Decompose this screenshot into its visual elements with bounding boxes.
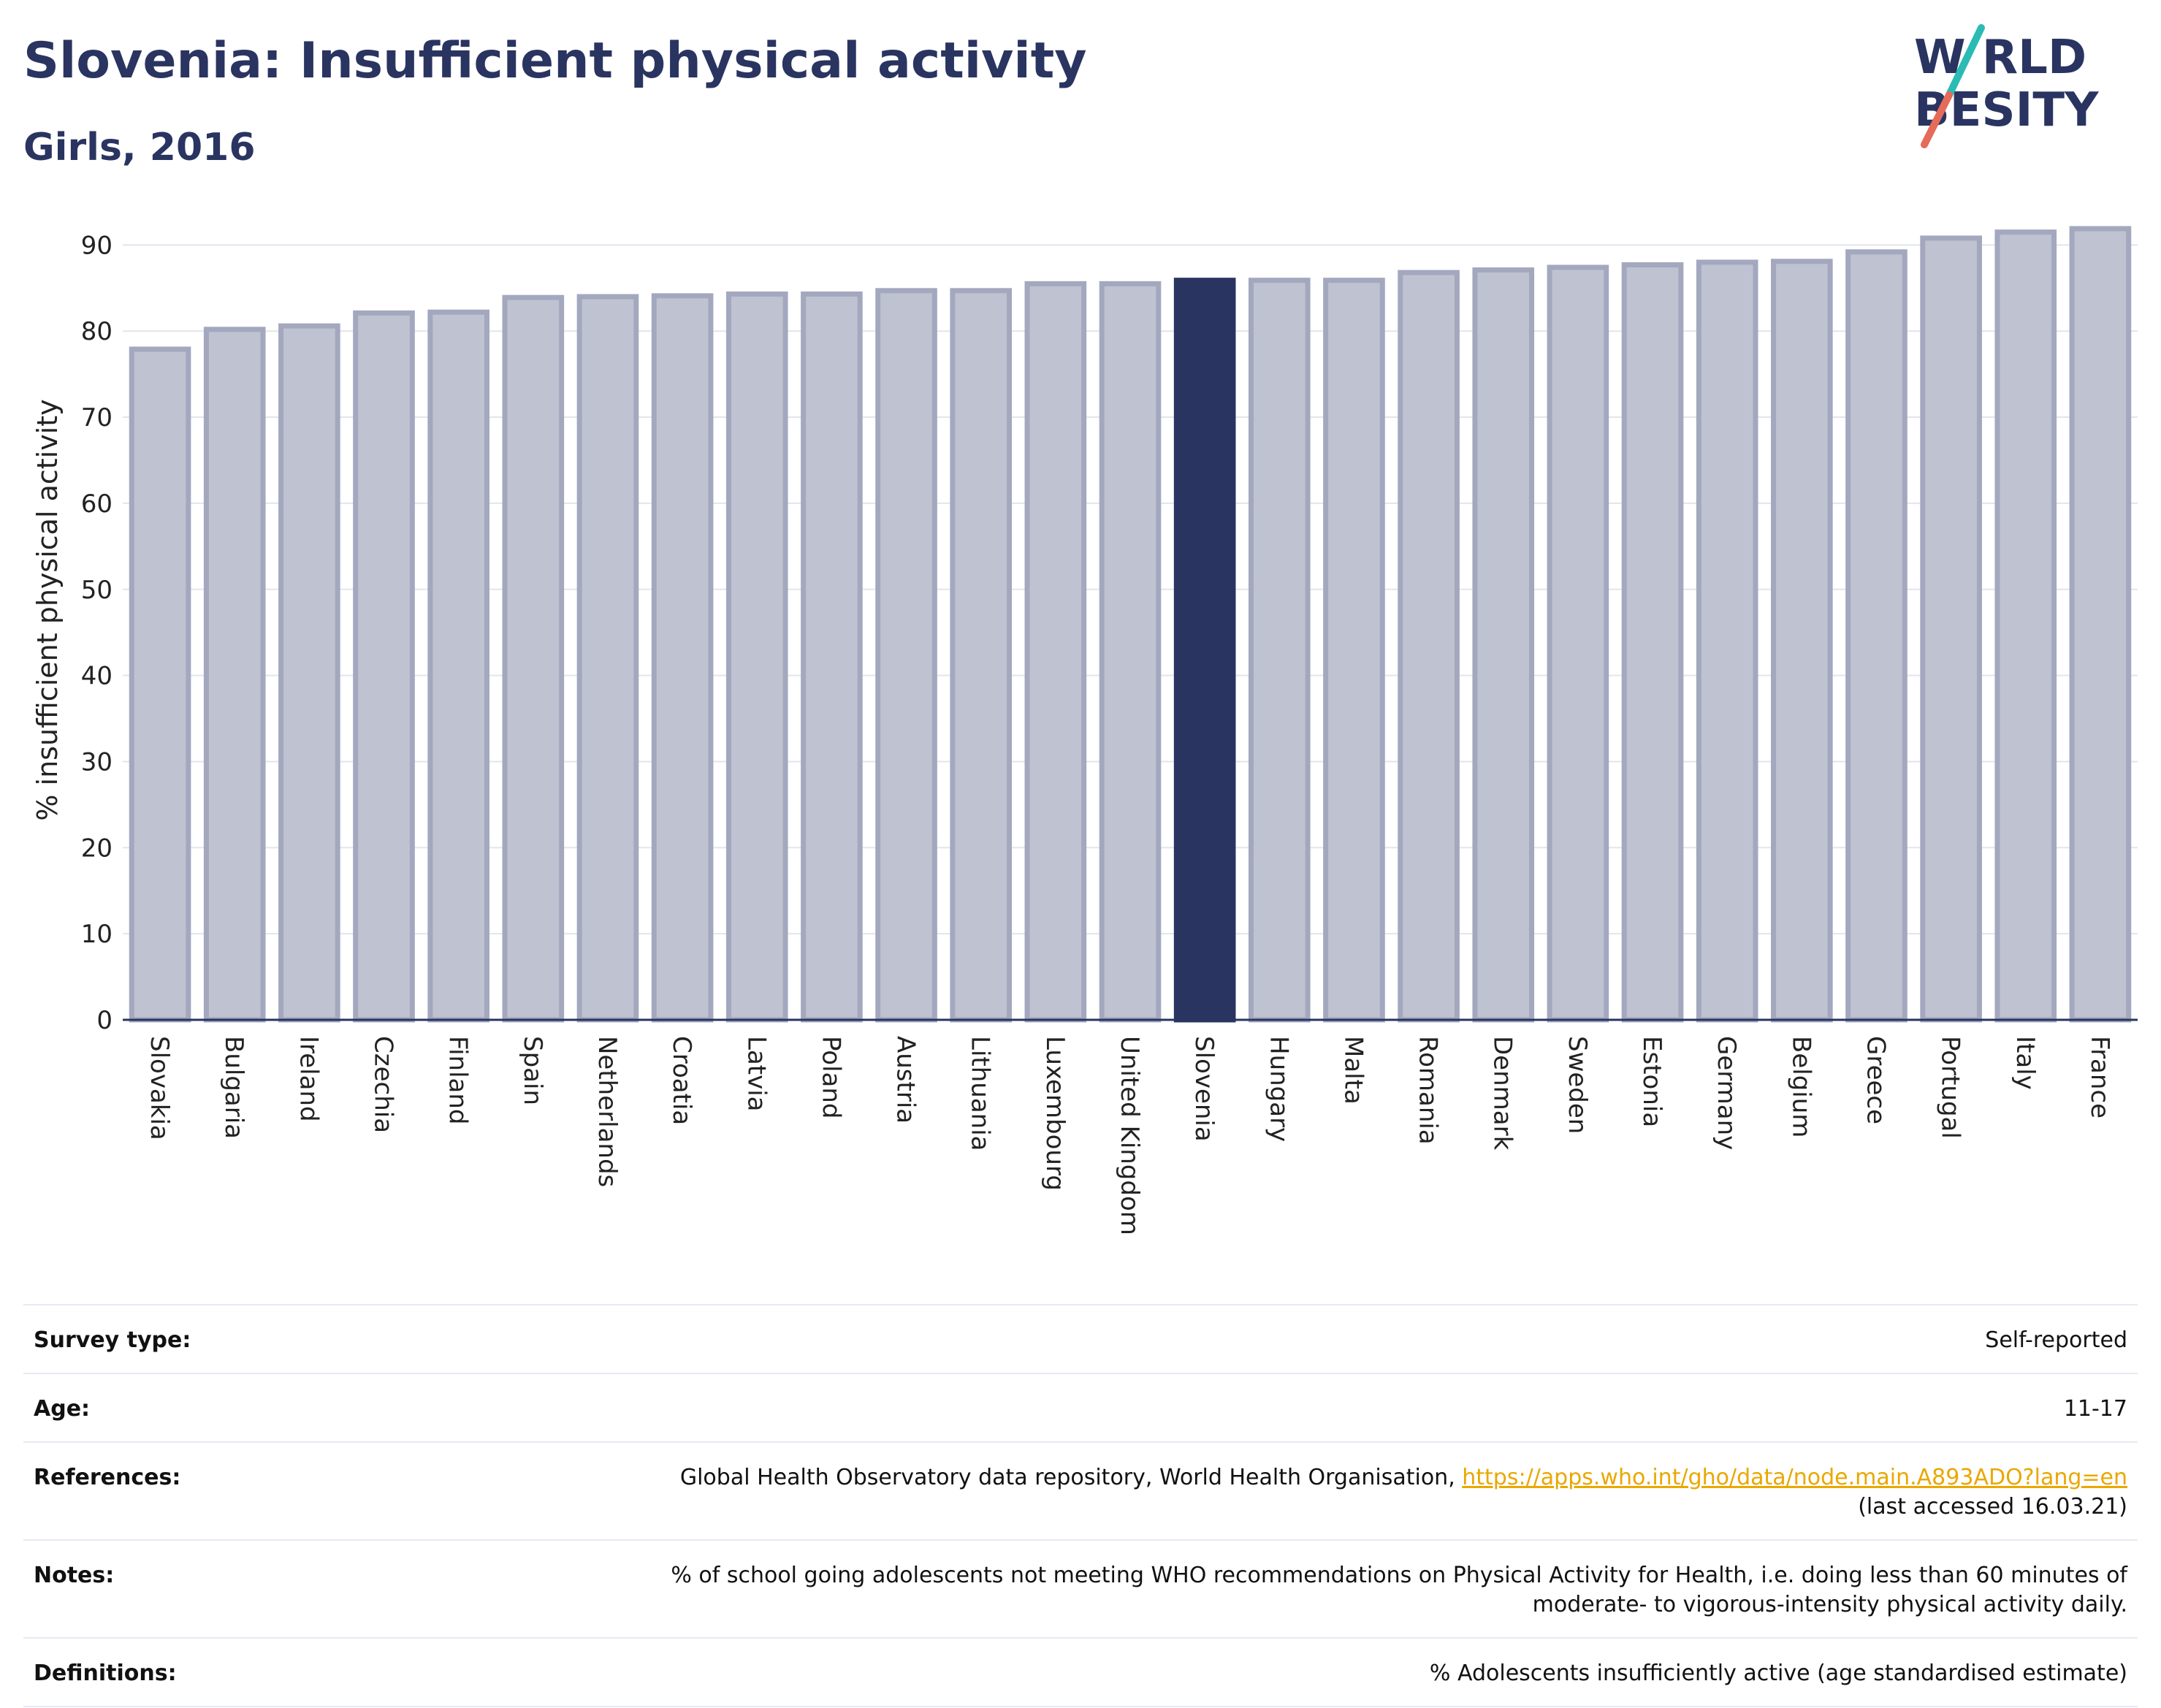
x-tick-label-portugal: Portugal xyxy=(1936,1036,1965,1139)
y-axis-title: % insufficient physical activity xyxy=(31,399,64,820)
bar-united-kingdom xyxy=(1099,281,1162,1023)
x-tick-label-spain: Spain xyxy=(518,1036,547,1105)
y-tick-label-40: 40 xyxy=(81,662,113,691)
x-tick-label-finland: Finland xyxy=(443,1036,473,1125)
x-tick-label-greece: Greece xyxy=(1861,1036,1890,1124)
bars xyxy=(129,226,2132,1023)
bar-greece xyxy=(1845,249,1907,1023)
y-tick-label-90: 90 xyxy=(81,231,113,260)
bar-czechia xyxy=(353,310,415,1023)
bar-latvia xyxy=(725,291,788,1023)
bar-portugal xyxy=(1920,235,1982,1023)
bar-denmark xyxy=(1472,267,1535,1023)
x-tick-label-poland: Poland xyxy=(816,1036,845,1119)
y-tick-label-60: 60 xyxy=(81,489,113,519)
x-tick-label-germany: Germany xyxy=(1712,1036,1741,1150)
references-link[interactable]: https://apps.who.int/gho/data/node.main.… xyxy=(1462,1465,2127,1490)
survey-type-label: Survey type: xyxy=(34,1327,191,1353)
bar-bulgaria xyxy=(203,327,266,1023)
bar-italy xyxy=(1994,229,2057,1023)
bar-spain xyxy=(502,294,565,1023)
references-label: References: xyxy=(34,1465,181,1490)
x-tick-label-lithuania: Lithuania xyxy=(966,1036,995,1151)
bar-france xyxy=(2069,226,2132,1023)
definitions-label: Definitions: xyxy=(34,1661,177,1686)
bar-finland xyxy=(427,309,489,1023)
bar-chart: 0 10 20 30 40 50 60 70 80 90 Slovakia Bulgaria Irela… xyxy=(31,226,2138,1235)
x-tick-label-denmark: Denmark xyxy=(1488,1036,1517,1151)
bar-hungary xyxy=(1248,278,1311,1023)
bar-croatia xyxy=(651,293,714,1023)
references-accessed: (last accessed 16.03.21) xyxy=(1858,1494,2127,1520)
world-obesity-logo: W RLD BESITY xyxy=(1914,24,2099,148)
bar-sweden xyxy=(1547,264,1609,1023)
notes-line-1: % of school going adolescents not meetin… xyxy=(671,1563,2127,1588)
x-tick-label-slovakia: Slovakia xyxy=(145,1036,174,1140)
meta-row-definitions: Definitions: % Adolescents insufficientl… xyxy=(23,1637,2138,1707)
x-tick-label-netherlands: Netherlands xyxy=(592,1036,622,1187)
bar-germany xyxy=(1696,259,1758,1023)
x-tick-label-sweden: Sweden xyxy=(1563,1036,1592,1134)
logo-slash-bottom xyxy=(1921,91,1953,148)
x-tick-label-france: France xyxy=(2085,1036,2114,1118)
bar-poland xyxy=(801,291,863,1023)
definitions-value: % Adolescents insufficiently active (age… xyxy=(1429,1661,2127,1686)
y-tick-label-20: 20 xyxy=(81,834,113,863)
chart-title: Slovenia: Insufficient physical activity xyxy=(23,32,1087,90)
x-tick-label-belgium: Belgium xyxy=(1786,1036,1815,1137)
notes-value: % of school going adolescents not meetin… xyxy=(671,1561,2127,1620)
bar-estonia xyxy=(1621,262,1684,1023)
y-tick-label-50: 50 xyxy=(81,576,113,605)
bar-slovenia xyxy=(1173,278,1236,1023)
y-tick-label-70: 70 xyxy=(81,403,113,432)
y-tick-label-10: 10 xyxy=(81,920,113,949)
logo-text-world: W RLD xyxy=(1914,31,2086,85)
y-tick-label-80: 80 xyxy=(81,317,113,346)
x-tick-label-austria: Austria xyxy=(891,1036,921,1124)
x-tick-label-croatia: Croatia xyxy=(667,1036,696,1125)
x-tick-label-italy: Italy xyxy=(2011,1036,2040,1090)
x-tick-label-slovenia: Slovenia xyxy=(1189,1036,1219,1142)
notes-line-2: moderate- to vigorous-intensity physical… xyxy=(1532,1592,2127,1617)
x-tick-label-malta: Malta xyxy=(1338,1036,1368,1105)
survey-type-value: Self-reported xyxy=(1985,1327,2127,1353)
bar-slovakia xyxy=(129,346,191,1023)
x-tick-label-romania: Romania xyxy=(1414,1036,1443,1145)
bar-belgium xyxy=(1771,259,1833,1023)
logo-slash-top xyxy=(1945,24,1985,99)
metadata-table: Survey type: Self-reported Age: 11-17 Re… xyxy=(23,1304,2138,1707)
bar-luxembourg xyxy=(1024,281,1087,1023)
bar-ireland xyxy=(278,323,340,1023)
chart-subtitle: Girls, 2016 xyxy=(23,126,256,169)
y-tick-label-0: 0 xyxy=(96,1006,113,1035)
y-tick-label-30: 30 xyxy=(81,747,113,777)
references-text: Global Health Observatory data repositor… xyxy=(679,1465,1463,1490)
meta-row-references: References: Global Health Observatory da… xyxy=(23,1441,2138,1539)
age-value: 11-17 xyxy=(2063,1396,2127,1422)
meta-row-survey-type: Survey type: Self-reported xyxy=(23,1304,2138,1373)
meta-row-age: Age: 11-17 xyxy=(23,1373,2138,1441)
x-tick-label-latvia: Latvia xyxy=(742,1036,771,1112)
x-tick-label-united-kingdom: United Kingdom xyxy=(1115,1036,1144,1235)
x-tick-label-czechia: Czechia xyxy=(369,1036,398,1133)
x-tick-label-ireland: Ireland xyxy=(294,1036,323,1122)
x-tick-label-luxembourg: Luxembourg xyxy=(1040,1036,1070,1191)
bar-malta xyxy=(1323,278,1385,1023)
bar-netherlands xyxy=(576,294,639,1023)
bar-austria xyxy=(875,288,937,1023)
x-tick-label-estonia: Estonia xyxy=(1637,1036,1666,1127)
age-label: Age: xyxy=(34,1396,91,1422)
references-value: Global Health Observatory data repositor… xyxy=(680,1463,2127,1522)
meta-row-notes: Notes: % of school going adolescents not… xyxy=(23,1539,2138,1637)
x-tick-label-bulgaria: Bulgaria xyxy=(219,1036,248,1139)
x-tick-label-hungary: Hungary xyxy=(1264,1036,1293,1142)
bar-romania xyxy=(1398,270,1460,1023)
axes: 0 10 20 30 40 50 60 70 80 90 Slovakia Bulgaria Irela… xyxy=(81,231,2138,1235)
notes-label: Notes: xyxy=(34,1563,115,1588)
bar-lithuania xyxy=(950,288,1013,1023)
